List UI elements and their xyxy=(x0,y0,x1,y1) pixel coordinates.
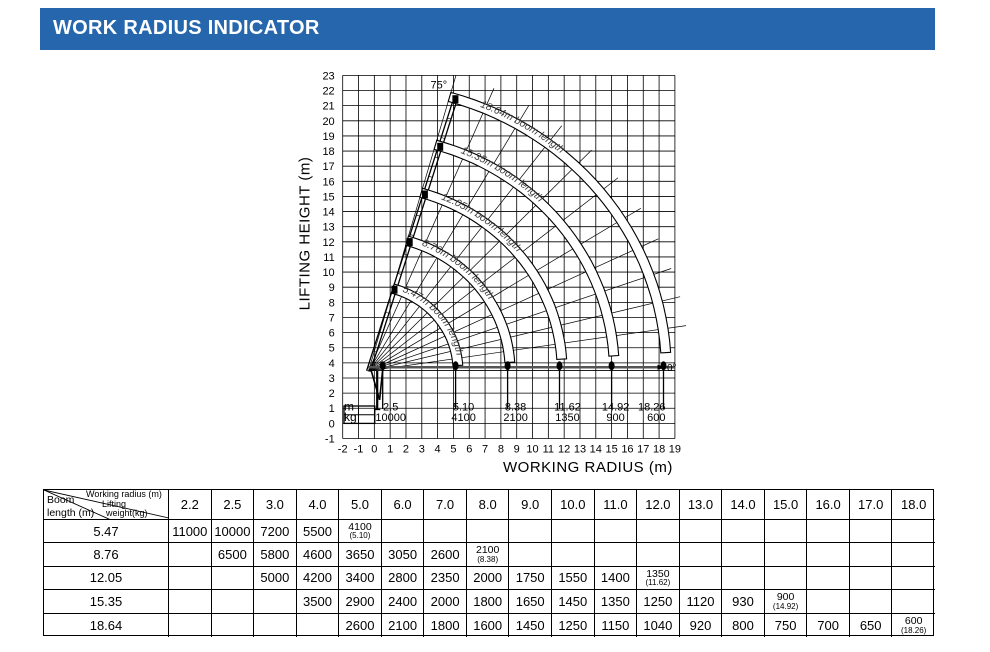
svg-text:20: 20 xyxy=(322,116,334,128)
svg-text:0: 0 xyxy=(329,418,335,430)
svg-text:10000: 10000 xyxy=(375,412,406,424)
svg-text:2: 2 xyxy=(329,388,335,400)
svg-text:-1: -1 xyxy=(354,444,364,456)
svg-text:23: 23 xyxy=(322,70,334,82)
svg-text:15: 15 xyxy=(605,444,617,456)
svg-text:kg: kg xyxy=(344,410,357,424)
svg-text:7: 7 xyxy=(482,444,488,456)
svg-text:13: 13 xyxy=(574,444,586,456)
svg-text:4: 4 xyxy=(435,444,441,456)
svg-text:-1: -1 xyxy=(325,434,335,446)
svg-text:8: 8 xyxy=(329,297,335,309)
svg-text:11: 11 xyxy=(323,252,334,264)
svg-text:18: 18 xyxy=(653,444,665,456)
svg-text:6: 6 xyxy=(329,328,335,340)
svg-text:3: 3 xyxy=(329,373,335,385)
svg-text:9: 9 xyxy=(514,444,520,456)
svg-text:5: 5 xyxy=(329,343,335,355)
svg-text:1350: 1350 xyxy=(555,412,579,424)
svg-text:17: 17 xyxy=(637,444,649,456)
svg-text:19: 19 xyxy=(669,444,681,456)
svg-text:22: 22 xyxy=(322,86,334,98)
svg-text:16: 16 xyxy=(322,176,334,188)
svg-text:2: 2 xyxy=(403,444,409,456)
svg-text:6: 6 xyxy=(466,444,472,456)
svg-text:-2: -2 xyxy=(338,444,348,456)
svg-text:21: 21 xyxy=(322,101,334,113)
svg-text:13: 13 xyxy=(322,222,334,234)
svg-text:2100: 2100 xyxy=(503,412,527,424)
svg-text:10: 10 xyxy=(526,444,538,456)
svg-text:5: 5 xyxy=(450,444,456,456)
svg-text:12: 12 xyxy=(558,444,570,456)
svg-text:19: 19 xyxy=(322,131,334,143)
svg-text:7: 7 xyxy=(329,312,335,324)
svg-text:1: 1 xyxy=(329,403,335,415)
svg-text:18: 18 xyxy=(322,146,334,158)
svg-text:600: 600 xyxy=(647,412,665,424)
svg-text:0: 0 xyxy=(371,444,377,456)
svg-text:75°: 75° xyxy=(431,79,448,91)
svg-text:1: 1 xyxy=(387,444,393,456)
svg-text:14: 14 xyxy=(322,207,334,219)
svg-text:12: 12 xyxy=(322,237,334,249)
svg-text:8: 8 xyxy=(498,444,504,456)
svg-text:10: 10 xyxy=(322,267,334,279)
svg-text:4100: 4100 xyxy=(451,412,475,424)
svg-text:14: 14 xyxy=(590,444,602,456)
svg-text:900: 900 xyxy=(606,412,624,424)
svg-text:12.05m boom length: 12.05m boom length xyxy=(440,192,524,255)
svg-text:8.76m boom length: 8.76m boom length xyxy=(420,238,495,302)
svg-text:4: 4 xyxy=(329,358,335,370)
svg-text:9: 9 xyxy=(329,282,335,294)
svg-text:0°: 0° xyxy=(667,363,677,374)
svg-text:16: 16 xyxy=(621,444,633,456)
svg-text:17: 17 xyxy=(322,161,334,173)
svg-text:15: 15 xyxy=(322,191,334,203)
svg-text:11: 11 xyxy=(543,444,554,456)
svg-text:3: 3 xyxy=(419,444,425,456)
